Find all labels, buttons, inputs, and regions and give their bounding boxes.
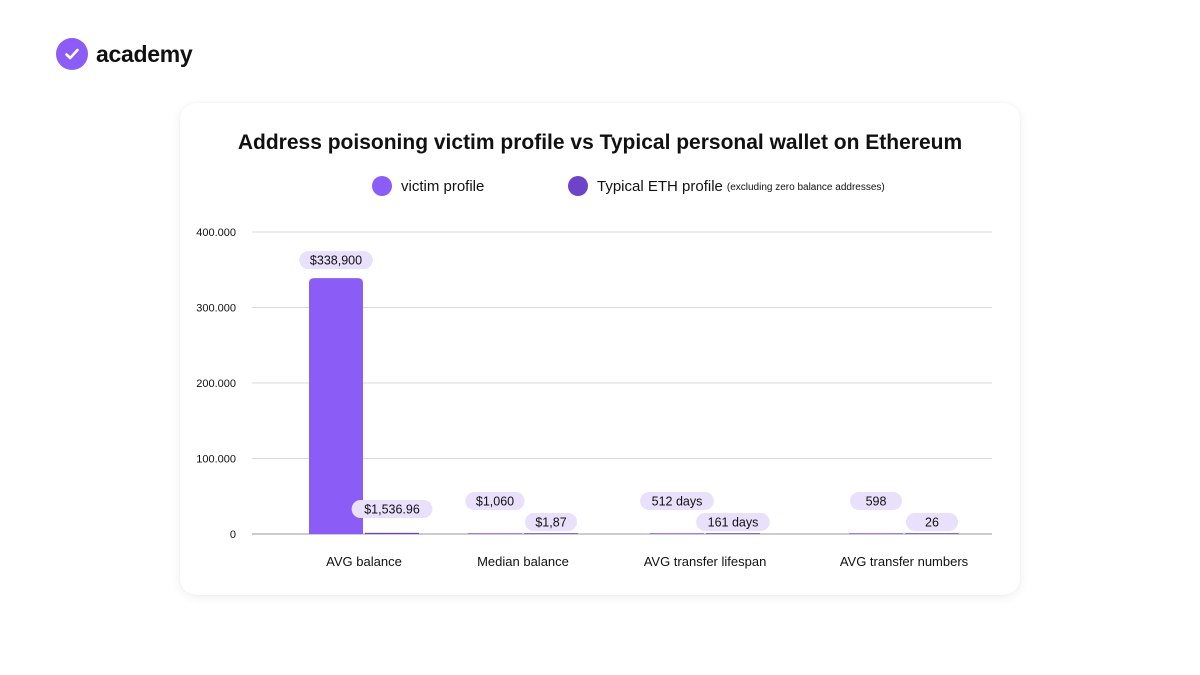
data-label-pill	[850, 492, 902, 510]
legend: victim profile Typical ETH profile (excl…	[0, 176, 1200, 200]
y-tick-label: 200.000	[196, 378, 236, 390]
legend-item-victim: victim profile	[372, 176, 484, 196]
data-label-pill	[351, 500, 433, 518]
data-label-pill	[640, 492, 714, 510]
bar	[468, 533, 522, 534]
bar	[309, 278, 363, 534]
category-label: AVG transfer lifespan	[644, 554, 767, 569]
legend-item-typical: Typical ETH profile (excluding zero bala…	[568, 176, 885, 196]
data-label: 26	[925, 516, 939, 530]
legend-label-typical: Typical ETH profile	[597, 177, 723, 195]
bar	[650, 533, 704, 534]
bar	[905, 533, 959, 534]
data-label-pill	[525, 513, 577, 531]
bar	[365, 532, 419, 534]
data-label: $1,060	[476, 495, 514, 509]
bar	[706, 533, 760, 534]
chart-title: Address poisoning victim profile vs Typi…	[237, 131, 963, 154]
brand: academy	[56, 38, 193, 70]
data-label: $338,900	[310, 254, 362, 268]
legend-label-victim: victim profile	[401, 177, 485, 195]
data-label-pill	[906, 513, 958, 531]
check-icon	[56, 38, 88, 70]
data-label: 598	[866, 495, 887, 509]
data-label-pill	[696, 513, 770, 531]
data-label: $1,87	[535, 516, 566, 530]
y-tick-label: 0	[230, 529, 236, 541]
bar	[524, 533, 578, 534]
legend-note-typical: (excluding zero balance addresses)	[726, 182, 885, 193]
data-label: $1,536.96	[364, 503, 420, 517]
category-label: AVG balance	[326, 554, 402, 569]
y-tick-label: 300.000	[196, 303, 236, 315]
data-label: 512 days	[652, 495, 703, 509]
brand-name: academy	[96, 40, 193, 67]
category-label: AVG transfer numbers	[840, 554, 969, 569]
data-label: 161 days	[708, 516, 759, 530]
bar	[849, 533, 903, 534]
y-tick-label: 100.000	[196, 454, 236, 466]
data-label-pill	[465, 492, 525, 510]
legend-swatch-typical	[568, 176, 588, 196]
data-label-pill	[299, 251, 373, 270]
category-label: Median balance	[477, 554, 569, 569]
y-tick-label: 400.000	[196, 227, 236, 239]
legend-swatch-victim	[372, 176, 392, 196]
